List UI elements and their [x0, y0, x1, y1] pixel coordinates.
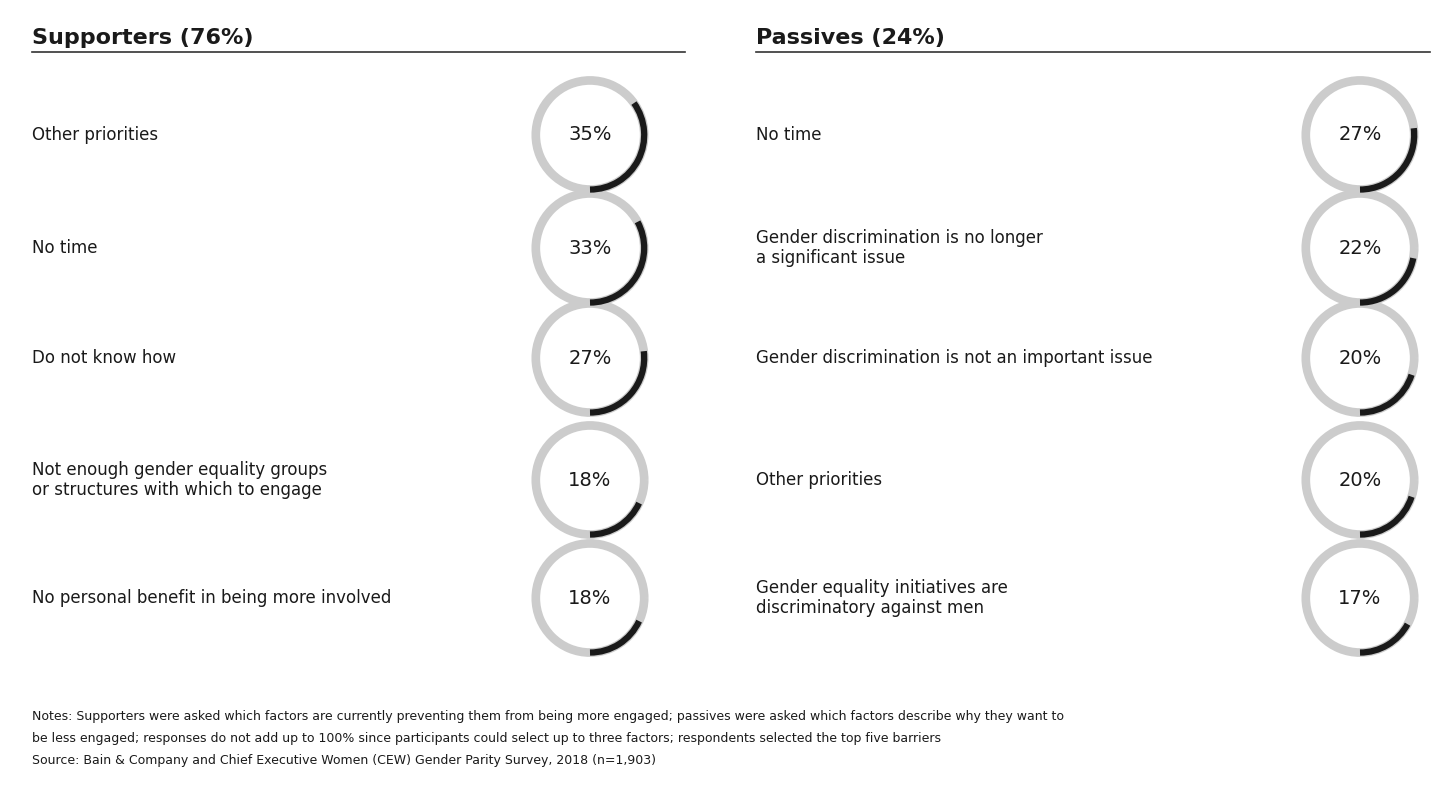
Text: 18%: 18% [569, 471, 612, 489]
Text: 35%: 35% [569, 126, 612, 144]
Text: 22%: 22% [1338, 238, 1382, 258]
Text: Not enough gender equality groups
or structures with which to engage: Not enough gender equality groups or str… [32, 461, 327, 500]
Text: 33%: 33% [569, 238, 612, 258]
Text: Gender discrimination is no longer
a significant issue: Gender discrimination is no longer a sig… [756, 228, 1043, 267]
Text: 20%: 20% [1338, 348, 1381, 368]
Text: 18%: 18% [569, 589, 612, 608]
Text: Passives (24%): Passives (24%) [756, 28, 945, 48]
Text: 27%: 27% [1338, 126, 1382, 144]
Text: Supporters (76%): Supporters (76%) [32, 28, 253, 48]
Text: 20%: 20% [1338, 471, 1381, 489]
Text: 27%: 27% [569, 348, 612, 368]
Text: Gender equality initiatives are
discriminatory against men: Gender equality initiatives are discrimi… [756, 578, 1008, 617]
Text: Other priorities: Other priorities [756, 471, 883, 489]
Text: No time: No time [32, 239, 96, 257]
Text: 17%: 17% [1338, 589, 1382, 608]
Text: Notes: Supporters were asked which factors are currently preventing them from be: Notes: Supporters were asked which facto… [32, 710, 1064, 723]
Text: be less engaged; responses do not add up to 100% since participants could select: be less engaged; responses do not add up… [32, 732, 940, 745]
Text: No personal benefit in being more involved: No personal benefit in being more involv… [32, 589, 392, 607]
Text: No time: No time [756, 126, 821, 144]
Text: Other priorities: Other priorities [32, 126, 158, 144]
Text: Gender discrimination is not an important issue: Gender discrimination is not an importan… [756, 349, 1152, 367]
Text: Do not know how: Do not know how [32, 349, 176, 367]
Text: Source: Bain & Company and Chief Executive Women (CEW) Gender Parity Survey, 201: Source: Bain & Company and Chief Executi… [32, 754, 655, 767]
